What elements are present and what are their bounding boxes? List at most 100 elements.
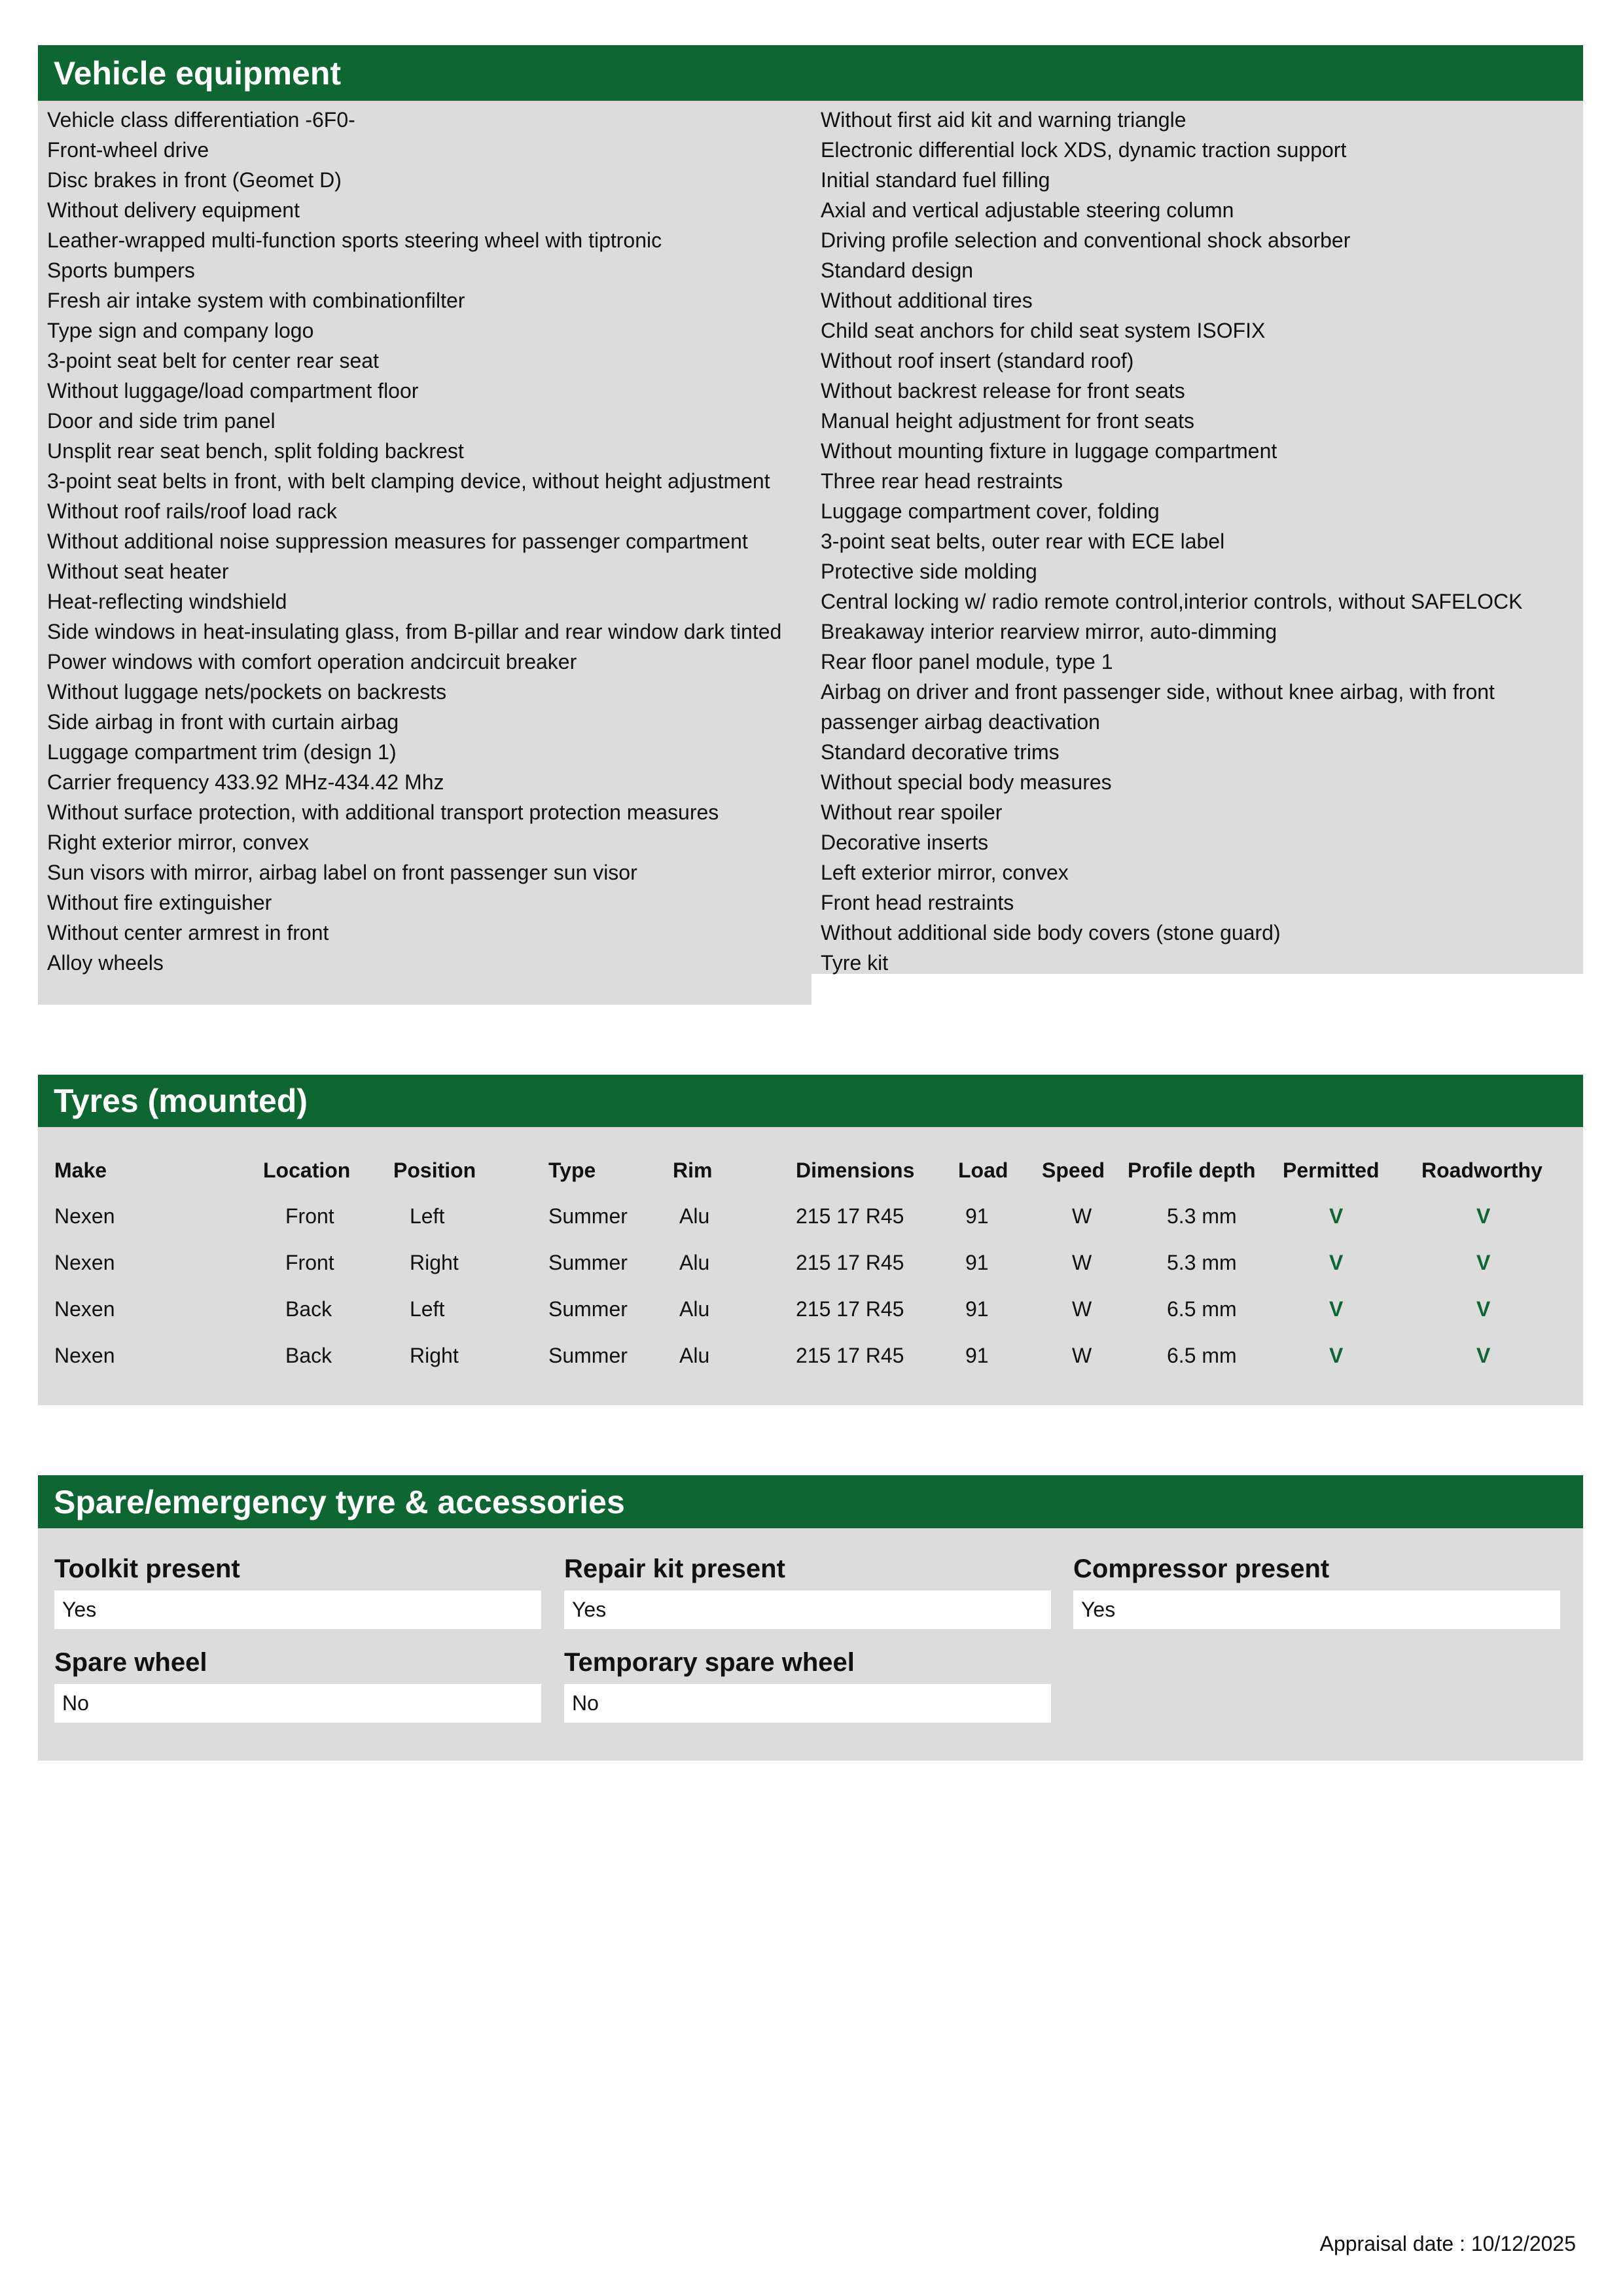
tyre-cell: W: [1072, 1344, 1092, 1367]
equipment-item: Child seat anchors for child seat system…: [821, 319, 1266, 342]
equipment-item: 3-point seat belts, outer rear with ECE …: [821, 529, 1225, 553]
equipment-item: Standard decorative trims: [821, 740, 1060, 764]
equipment-item: Central locking w/ radio remote control,…: [821, 590, 1523, 613]
equipment-item: Driving profile selection and convention…: [821, 228, 1351, 252]
tyre-cell: Summer: [548, 1297, 628, 1321]
tyres-table: Make Location Position Type Rim Dimensions Loa…: [38, 1127, 1583, 1405]
tyre-cell: Summer: [548, 1204, 628, 1228]
tyre-cell: 5.3 mm: [1167, 1204, 1237, 1228]
tyre-cell: Nexen: [54, 1251, 115, 1274]
field-value: No: [54, 1684, 541, 1723]
equipment-item: Standard design: [821, 259, 974, 282]
equipment-item: Alloy wheels: [47, 951, 164, 975]
equipment-list-left: Vehicle class differentiation -6F0- Front…: [38, 101, 812, 1005]
equipment-item: Front head restraints: [821, 891, 1014, 914]
tyre-cell: Summer: [548, 1344, 628, 1367]
tyres-column-header: Speed: [1042, 1158, 1105, 1182]
tyre-cell: Right: [410, 1344, 459, 1367]
tyres-column-header: Profile depth: [1128, 1158, 1256, 1182]
equipment-item: Right exterior mirror, convex: [47, 831, 310, 854]
equipment-item: Without luggage nets/pockets on backrest…: [47, 680, 447, 704]
tyres-column-header: Rim: [673, 1158, 713, 1182]
tyres-header: Tyres (mounted): [38, 1075, 1583, 1127]
table-row: Nexen Front Right Summer Alu 215 17 R45 91 W 5.3…: [38, 1251, 1583, 1277]
tyres-column-header: Type: [548, 1158, 596, 1182]
equipment-item: Rear floor panel module, type 1: [821, 650, 1113, 673]
field-value: Yes: [564, 1590, 1051, 1629]
equipment-item: Fresh air intake system with combination…: [47, 289, 465, 312]
field-label: Temporary spare wheel: [564, 1648, 855, 1677]
equipment-item: Luggage compartment cover, folding: [821, 499, 1160, 523]
check-mark: V: [1329, 1344, 1344, 1367]
tyre-cell: Left: [410, 1204, 445, 1228]
equipment-item: Decorative inserts: [821, 831, 989, 854]
equipment-item: Sports bumpers: [47, 259, 195, 282]
equipment-item: Sun visors with mirror, airbag label on …: [47, 861, 637, 884]
vehicle-equipment-header: Vehicle equipment: [38, 45, 1583, 101]
equipment-item: Disc brakes in front (Geomet D): [47, 168, 342, 192]
equipment-item: Without delivery equipment: [47, 198, 300, 222]
equipment-item: Axial and vertical adjustable steering c…: [821, 198, 1234, 222]
tyre-cell: 91: [965, 1204, 989, 1228]
equipment-item: Without additional tires: [821, 289, 1033, 312]
tyre-cell: 6.5 mm: [1167, 1344, 1237, 1367]
check-mark: V: [1329, 1297, 1344, 1321]
equipment-item: Left exterior mirror, convex: [821, 861, 1069, 884]
equipment-item: Without surface protection, with additio…: [47, 800, 719, 824]
tyres-column-header: Permitted: [1283, 1158, 1380, 1182]
tyre-cell: 6.5 mm: [1167, 1297, 1237, 1321]
equipment-item: Without seat heater: [47, 560, 229, 583]
tyre-cell: Back: [285, 1297, 332, 1321]
equipment-item: Leather-wrapped multi-function sports st…: [47, 228, 662, 252]
equipment-item: Without luggage/load compartment floor: [47, 379, 419, 403]
field-label: Spare wheel: [54, 1648, 207, 1677]
equipment-item: Luggage compartment trim (design 1): [47, 740, 397, 764]
check-mark: V: [1476, 1297, 1491, 1321]
equipment-item: Without roof insert (standard roof): [821, 349, 1134, 372]
tyres-column-header: Make: [54, 1158, 107, 1182]
tyres-column-header: Position: [393, 1158, 476, 1182]
table-row: Nexen Back Left Summer Alu 215 17 R45 91 W 6.5 m…: [38, 1297, 1583, 1323]
equipment-item: Type sign and company logo: [47, 319, 314, 342]
tyre-cell: Right: [410, 1251, 459, 1274]
field-label: Repair kit present: [564, 1554, 785, 1583]
field-value: No: [564, 1684, 1051, 1723]
tyre-cell: Alu: [679, 1297, 710, 1321]
equipment-item: Manual height adjustment for front seats: [821, 409, 1194, 433]
spare-header: Spare/emergency tyre & accessories: [38, 1475, 1583, 1528]
equipment-item: Without fire extinguisher: [47, 891, 272, 914]
equipment-item: Without center armrest in front: [47, 921, 329, 944]
tyre-cell: Summer: [548, 1251, 628, 1274]
tyres-column-header: Load: [958, 1158, 1008, 1182]
tyre-cell: Nexen: [54, 1344, 115, 1367]
tyre-cell: Front: [285, 1204, 334, 1228]
equipment-item: Side windows in heat-insulating glass, f…: [47, 620, 782, 643]
tyres-column-header: Location: [263, 1158, 351, 1182]
tyre-cell: 91: [965, 1251, 989, 1274]
tyre-cell: W: [1072, 1297, 1092, 1321]
equipment-item: Without first aid kit and warning triang…: [821, 108, 1186, 132]
equipment-item: Front-wheel drive: [47, 138, 209, 162]
equipment-item: 3-point seat belts in front, with belt c…: [47, 469, 770, 493]
equipment-item: Without mounting fixture in luggage comp…: [821, 439, 1277, 463]
tyre-cell: Front: [285, 1251, 334, 1274]
check-mark: V: [1476, 1204, 1491, 1228]
tyre-cell: 5.3 mm: [1167, 1251, 1237, 1274]
tyre-cell: 215 17 R45: [796, 1204, 904, 1228]
tyre-cell: Nexen: [54, 1204, 115, 1228]
equipment-item: Protective side molding: [821, 560, 1037, 583]
tyres-column-header: Dimensions: [796, 1158, 915, 1182]
check-mark: V: [1476, 1251, 1491, 1274]
equipment-item: Initial standard fuel filling: [821, 168, 1050, 192]
equipment-item: Without additional noise suppression mea…: [47, 529, 748, 553]
tyre-cell: 215 17 R45: [796, 1297, 904, 1321]
equipment-item: Without special body measures: [821, 770, 1112, 794]
tyre-cell: W: [1072, 1204, 1092, 1228]
equipment-item: 3-point seat belt for center rear seat: [47, 349, 379, 372]
table-row: Nexen Back Right Summer Alu 215 17 R45 91 W 6.5 …: [38, 1344, 1583, 1370]
tyre-cell: 91: [965, 1344, 989, 1367]
tyre-cell: 91: [965, 1297, 989, 1321]
tyre-cell: Back: [285, 1344, 332, 1367]
equipment-item: Side airbag in front with curtain airbag: [47, 710, 399, 734]
spare-section: Toolkit present Yes Repair kit present Yes C…: [38, 1528, 1583, 1761]
